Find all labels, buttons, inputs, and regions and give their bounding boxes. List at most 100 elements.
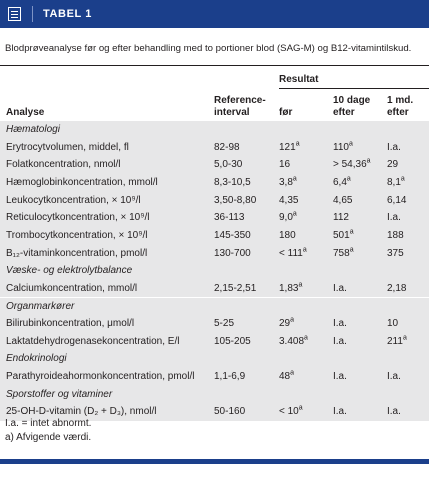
- cell-value: 3,8: [279, 176, 293, 188]
- row-value-foer: 180: [279, 230, 296, 242]
- row-value-1m: I.a.: [387, 212, 401, 224]
- cell-value: 6,4: [333, 176, 347, 188]
- cell-value: 4,65: [333, 194, 353, 206]
- row-value-foer: 3.408a: [279, 334, 308, 348]
- row-analyte: Bilirubinkoncentration, μmol/l: [6, 318, 135, 330]
- cell-value: < 111: [279, 247, 303, 259]
- row-analyte: Erytrocytvolumen, middel, fl: [6, 141, 129, 153]
- row-analyte: B₁₂-vitaminkoncentration, pmol/l: [6, 247, 148, 259]
- cell-value: I.a.: [333, 318, 347, 330]
- row-value-10d: 4,65: [333, 195, 352, 207]
- row-value-foer: 121a: [279, 140, 300, 154]
- row-reference-interval: 50-160: [214, 406, 246, 418]
- deviation-marker: a: [400, 175, 405, 183]
- row-value-10d: I.a.: [333, 318, 347, 330]
- cell-value: 29: [279, 318, 291, 330]
- row-value-10d: 758a: [333, 246, 354, 260]
- row-value-1m: 6,14: [387, 195, 406, 207]
- cell-value: 10: [387, 318, 399, 330]
- section-title: Organmarkører: [6, 300, 75, 312]
- cell-value: 758: [333, 247, 350, 259]
- row-reference-interval: 36-113: [214, 212, 245, 224]
- result-group-rule: [279, 88, 429, 89]
- row-analyte: Leukocytkoncentration, × 10⁹/l: [6, 194, 141, 206]
- row-reference-interval: 3,50-8,80: [214, 194, 257, 206]
- row-value-10d: I.a.: [333, 371, 347, 383]
- row-value-10d: I.a.: [333, 406, 347, 418]
- cell-value: 121: [279, 141, 296, 153]
- cell-value: 188: [387, 229, 404, 241]
- column-group-resultat: Resultat: [279, 74, 319, 85]
- row-value-1m: 188: [387, 230, 404, 242]
- bottom-bar: [0, 459, 429, 464]
- row-value-foer: 16: [279, 159, 290, 171]
- row-value-1m: 8,1a: [387, 175, 405, 189]
- row-analyte: Calciumkoncentration, mmol/l: [6, 282, 138, 294]
- footnote-deviation: a) Afvigende værdi.: [5, 432, 92, 443]
- cell-value: 9,0: [279, 212, 293, 224]
- deviation-marker: a: [302, 246, 307, 254]
- row-reference-interval: 5,0-30: [214, 159, 243, 171]
- row-reference-interval: 2,15-2,51: [214, 282, 257, 294]
- table-caption: Blodprøveanalyse før og efter behandling…: [5, 43, 412, 54]
- deviation-marker: a: [290, 316, 295, 324]
- row-value-10d: 112: [333, 212, 349, 224]
- row-reference-interval: 1,1-6,9: [214, 371, 246, 383]
- section-separator: [0, 421, 429, 423]
- column-header-1m-line1: 1 md.: [387, 95, 414, 106]
- deviation-marker: a: [366, 157, 371, 165]
- row-value-1m: 211a: [387, 334, 407, 348]
- cell-value: 501: [333, 229, 350, 241]
- row-reference-interval: 105-205: [214, 335, 251, 347]
- row-value-foer: < 10a: [279, 405, 303, 418]
- row-value-foer: < 111a: [279, 246, 307, 260]
- row-reference-interval: 130-700: [214, 247, 251, 259]
- row-value-foer: 1,83a: [279, 281, 303, 295]
- cell-value: 8,1: [387, 176, 401, 188]
- cell-value: 2,18: [387, 282, 407, 294]
- row-value-10d: 110a: [333, 140, 353, 154]
- row-shade: [0, 121, 429, 263]
- row-analyte: Laktatdehydrogenasekoncentration, E/l: [6, 335, 180, 347]
- footnote-ia: I.a. = intet abnormt.: [5, 418, 92, 429]
- row-reference-interval: 82-98: [214, 141, 240, 153]
- header-separator: [32, 6, 33, 22]
- row-value-foer: 4,35: [279, 195, 298, 207]
- row-value-foer: 29a: [279, 316, 295, 330]
- deviation-marker: a: [290, 369, 295, 377]
- row-value-1m: I.a.: [387, 142, 401, 154]
- deviation-marker: a: [298, 281, 303, 289]
- cell-value: I.a.: [333, 371, 347, 383]
- deviation-marker: a: [348, 140, 353, 148]
- section-title: Hæmatologi: [6, 124, 60, 135]
- document-icon: [8, 7, 21, 21]
- column-header-foer: før: [279, 107, 293, 118]
- row-value-1m: 10: [387, 318, 398, 330]
- column-header-10d-line1: 10 dage: [333, 95, 371, 106]
- row-reference-interval: 5-25: [214, 318, 235, 330]
- deviation-marker: a: [304, 334, 308, 342]
- row-value-1m: I.a.: [387, 406, 401, 418]
- row-shade: [0, 385, 429, 422]
- section-title: Væske- og elektrolytbalance: [6, 265, 133, 277]
- cell-value: 112: [333, 212, 349, 224]
- row-reference-interval: 8,3-10,5: [214, 176, 251, 188]
- cell-value: I.a.: [387, 212, 401, 224]
- column-header-10d-line2: efter: [333, 107, 355, 118]
- cell-value: I.a.: [333, 282, 347, 294]
- cell-value: 1,83: [279, 282, 299, 294]
- row-value-1m: 29: [387, 159, 398, 171]
- row-value-10d: 501a: [333, 229, 354, 242]
- table-header: TABEL 1: [0, 0, 429, 28]
- cell-value: 6,14: [387, 194, 407, 206]
- row-shade: [0, 262, 429, 298]
- cell-value: 110: [333, 141, 349, 153]
- row-reference-interval: 145-350: [214, 229, 251, 241]
- section-title: Sporstoffer og vitaminer: [6, 388, 113, 400]
- row-value-foer: 48a: [279, 369, 295, 383]
- row-analyte: Trombocytkoncentration, × 10⁹/l: [6, 229, 148, 241]
- cell-value: < 10: [279, 406, 299, 418]
- row-analyte: Parathyroideahormonkoncentration, pmol/l: [6, 371, 195, 383]
- row-value-10d: > 54,36a: [333, 157, 371, 171]
- row-analyte: 25-OH-D-vitamin (D₂ + D₃), nmol/l: [6, 406, 157, 418]
